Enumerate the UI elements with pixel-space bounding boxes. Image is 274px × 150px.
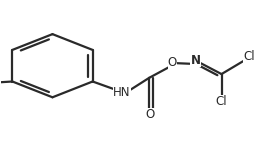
Text: Cl: Cl xyxy=(243,50,255,63)
Text: O: O xyxy=(145,108,154,121)
Text: HN: HN xyxy=(113,86,131,99)
Text: Cl: Cl xyxy=(216,95,227,108)
Text: O: O xyxy=(168,56,177,69)
Text: N: N xyxy=(191,54,201,67)
